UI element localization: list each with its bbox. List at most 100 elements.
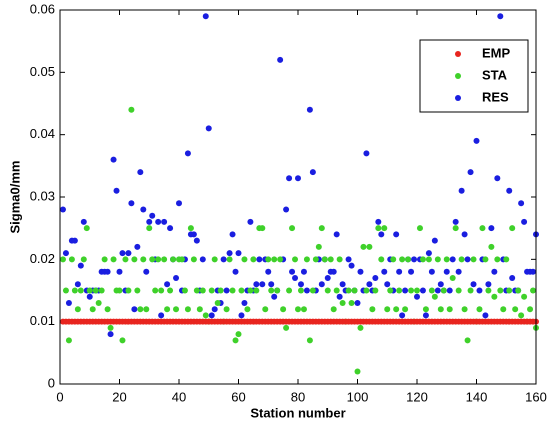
point xyxy=(443,256,450,263)
point xyxy=(199,287,206,294)
point xyxy=(446,306,453,313)
point xyxy=(363,150,370,157)
point xyxy=(506,187,513,194)
point xyxy=(190,231,197,238)
point xyxy=(416,225,423,232)
point xyxy=(68,256,75,263)
point xyxy=(452,218,459,225)
point xyxy=(396,268,403,275)
y-tick-label: 0.05 xyxy=(30,64,55,79)
legend-box xyxy=(419,39,529,113)
point xyxy=(220,256,227,263)
point xyxy=(274,287,281,294)
point xyxy=(348,299,355,306)
point xyxy=(155,218,162,225)
point xyxy=(110,156,117,163)
point xyxy=(390,256,397,263)
point xyxy=(422,312,429,319)
point xyxy=(396,287,403,294)
point xyxy=(318,225,325,232)
point xyxy=(363,287,370,294)
point xyxy=(503,256,510,263)
point xyxy=(286,175,293,182)
point xyxy=(512,306,519,313)
point xyxy=(318,281,325,288)
point xyxy=(59,206,66,213)
point xyxy=(443,268,450,275)
point xyxy=(425,250,432,257)
point xyxy=(122,256,129,263)
point xyxy=(333,231,340,238)
point xyxy=(434,256,441,263)
point xyxy=(360,243,367,250)
point xyxy=(467,287,474,294)
y-tick-label: 0.01 xyxy=(30,313,55,328)
point xyxy=(89,306,96,313)
point xyxy=(259,281,266,288)
point xyxy=(339,281,346,288)
point xyxy=(113,187,120,194)
point xyxy=(515,287,522,294)
plot-frame xyxy=(59,9,537,385)
legend-marker xyxy=(455,95,461,101)
point xyxy=(428,268,435,275)
legend-label: EMP xyxy=(482,45,511,60)
point xyxy=(366,281,373,288)
point xyxy=(434,287,441,294)
point xyxy=(256,256,263,263)
point xyxy=(217,287,224,294)
point xyxy=(62,250,69,257)
point xyxy=(74,306,81,313)
point xyxy=(336,256,343,263)
point xyxy=(399,312,406,319)
y-axis-label: Sigma0/mm xyxy=(7,161,22,234)
point xyxy=(92,287,99,294)
point xyxy=(437,281,444,288)
point xyxy=(491,268,498,275)
y-tick-label: 0.04 xyxy=(30,126,55,141)
point xyxy=(289,225,296,232)
point xyxy=(458,187,465,194)
point xyxy=(330,306,337,313)
y-tick-label: 0.06 xyxy=(30,1,55,16)
point xyxy=(176,200,182,207)
point xyxy=(345,256,352,263)
point xyxy=(80,218,87,225)
point xyxy=(461,231,468,238)
point xyxy=(488,225,495,232)
point xyxy=(187,225,194,232)
point xyxy=(232,268,239,275)
point xyxy=(137,169,144,176)
point xyxy=(226,250,233,257)
point xyxy=(271,293,278,300)
point xyxy=(101,256,108,263)
point xyxy=(393,231,400,238)
series-points xyxy=(59,318,539,325)
point xyxy=(292,256,299,263)
x-tick-label: 100 xyxy=(347,389,369,404)
point xyxy=(295,306,301,313)
point xyxy=(357,324,364,331)
point xyxy=(152,287,159,294)
point xyxy=(128,200,135,207)
point xyxy=(348,262,355,269)
point xyxy=(116,287,123,294)
x-tick-label: 160 xyxy=(525,389,547,404)
point xyxy=(211,256,218,263)
point xyxy=(277,56,284,63)
point xyxy=(494,175,501,182)
point xyxy=(303,256,310,263)
point xyxy=(131,306,138,313)
point xyxy=(262,306,269,313)
point xyxy=(286,287,293,294)
point xyxy=(292,275,299,282)
y-tick-label: 0.02 xyxy=(30,251,55,266)
legend-label: RES xyxy=(482,89,509,104)
point xyxy=(226,256,233,263)
point xyxy=(62,287,69,294)
point xyxy=(202,312,209,319)
point xyxy=(104,306,111,313)
point xyxy=(155,256,162,263)
point xyxy=(306,337,313,344)
point xyxy=(119,337,126,344)
